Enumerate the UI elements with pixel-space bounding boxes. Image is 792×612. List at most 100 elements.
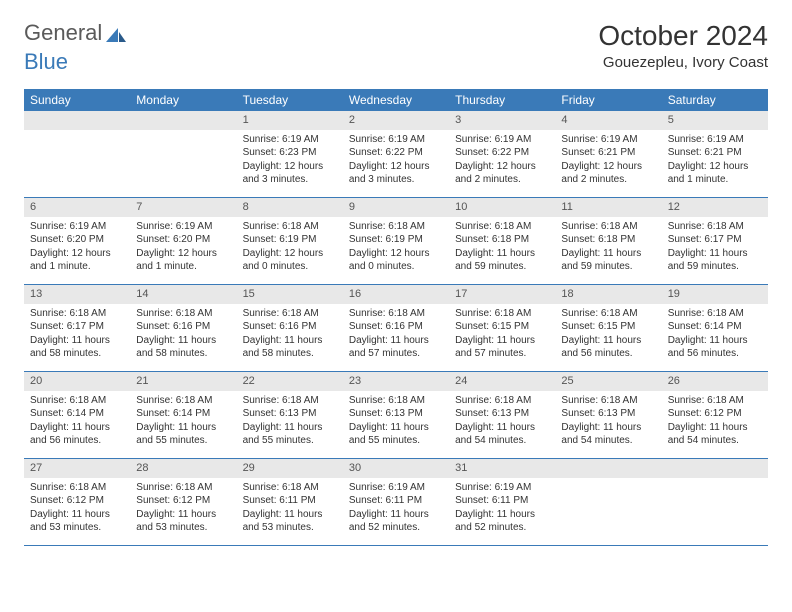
daylight-line: Daylight: 11 hours and 59 minutes. (668, 247, 762, 274)
sunset-line: Sunset: 6:20 PM (30, 233, 124, 247)
sunrise-line: Sunrise: 6:18 AM (349, 394, 443, 408)
sunrise-line: Sunrise: 6:18 AM (455, 394, 549, 408)
day-cell-empty (130, 111, 236, 197)
day-cell: 30Sunrise: 6:19 AMSunset: 6:11 PMDayligh… (343, 459, 449, 545)
sunrise-line: Sunrise: 6:19 AM (349, 481, 443, 495)
weekday-monday: Monday (130, 89, 236, 111)
day-body: Sunrise: 6:18 AMSunset: 6:11 PMDaylight:… (237, 478, 343, 541)
day-number: 19 (662, 285, 768, 304)
sunset-line: Sunset: 6:11 PM (455, 494, 549, 508)
day-cell: 28Sunrise: 6:18 AMSunset: 6:12 PMDayligh… (130, 459, 236, 545)
daylight-line: Daylight: 12 hours and 3 minutes. (243, 160, 337, 187)
daylight-line: Daylight: 11 hours and 58 minutes. (136, 334, 230, 361)
day-number: 3 (449, 111, 555, 130)
sunrise-line: Sunrise: 6:18 AM (561, 220, 655, 234)
week-row: 27Sunrise: 6:18 AMSunset: 6:12 PMDayligh… (24, 459, 768, 546)
location: Gouezepleu, Ivory Coast (598, 54, 768, 71)
day-cell: 6Sunrise: 6:19 AMSunset: 6:20 PMDaylight… (24, 198, 130, 284)
sunset-line: Sunset: 6:16 PM (243, 320, 337, 334)
sunset-line: Sunset: 6:23 PM (243, 146, 337, 160)
daylight-line: Daylight: 11 hours and 53 minutes. (136, 508, 230, 535)
calendar: SundayMondayTuesdayWednesdayThursdayFrid… (24, 89, 768, 546)
week-row: 1Sunrise: 6:19 AMSunset: 6:23 PMDaylight… (24, 111, 768, 198)
day-cell: 8Sunrise: 6:18 AMSunset: 6:19 PMDaylight… (237, 198, 343, 284)
daylight-line: Daylight: 11 hours and 54 minutes. (455, 421, 549, 448)
daylight-line: Daylight: 11 hours and 55 minutes. (349, 421, 443, 448)
sunrise-line: Sunrise: 6:18 AM (668, 220, 762, 234)
sunrise-line: Sunrise: 6:18 AM (30, 307, 124, 321)
daylight-line: Daylight: 11 hours and 58 minutes. (30, 334, 124, 361)
daylight-line: Daylight: 11 hours and 52 minutes. (349, 508, 443, 535)
sunrise-line: Sunrise: 6:18 AM (136, 307, 230, 321)
sunrise-line: Sunrise: 6:18 AM (30, 394, 124, 408)
sunset-line: Sunset: 6:19 PM (243, 233, 337, 247)
day-body: Sunrise: 6:19 AMSunset: 6:20 PMDaylight:… (24, 217, 130, 280)
day-cell: 5Sunrise: 6:19 AMSunset: 6:21 PMDaylight… (662, 111, 768, 197)
calendar-page: General October 2024 Gouezepleu, Ivory C… (0, 0, 792, 566)
daylight-line: Daylight: 11 hours and 55 minutes. (136, 421, 230, 448)
day-body: Sunrise: 6:19 AMSunset: 6:22 PMDaylight:… (343, 130, 449, 193)
day-number: 13 (24, 285, 130, 304)
day-number: 5 (662, 111, 768, 130)
day-body: Sunrise: 6:18 AMSunset: 6:17 PMDaylight:… (662, 217, 768, 280)
day-number: 31 (449, 459, 555, 478)
day-number: 4 (555, 111, 661, 130)
daylight-line: Daylight: 12 hours and 1 minute. (136, 247, 230, 274)
sunrise-line: Sunrise: 6:19 AM (243, 133, 337, 147)
weekday-sunday: Sunday (24, 89, 130, 111)
logo-sail-icon (104, 24, 128, 42)
day-number: 6 (24, 198, 130, 217)
day-cell: 24Sunrise: 6:18 AMSunset: 6:13 PMDayligh… (449, 372, 555, 458)
sunset-line: Sunset: 6:13 PM (349, 407, 443, 421)
day-number: 7 (130, 198, 236, 217)
sunset-line: Sunset: 6:12 PM (30, 494, 124, 508)
day-number: 15 (237, 285, 343, 304)
title-block: October 2024 Gouezepleu, Ivory Coast (598, 20, 768, 71)
day-body: Sunrise: 6:18 AMSunset: 6:14 PMDaylight:… (662, 304, 768, 367)
day-cell: 12Sunrise: 6:18 AMSunset: 6:17 PMDayligh… (662, 198, 768, 284)
day-number-empty (24, 111, 130, 130)
day-cell: 10Sunrise: 6:18 AMSunset: 6:18 PMDayligh… (449, 198, 555, 284)
day-body: Sunrise: 6:18 AMSunset: 6:14 PMDaylight:… (130, 391, 236, 454)
day-number-empty (555, 459, 661, 478)
sunrise-line: Sunrise: 6:18 AM (243, 307, 337, 321)
day-number: 9 (343, 198, 449, 217)
sunset-line: Sunset: 6:13 PM (243, 407, 337, 421)
sunrise-line: Sunrise: 6:18 AM (349, 220, 443, 234)
day-body: Sunrise: 6:19 AMSunset: 6:21 PMDaylight:… (662, 130, 768, 193)
week-row: 20Sunrise: 6:18 AMSunset: 6:14 PMDayligh… (24, 372, 768, 459)
day-number: 14 (130, 285, 236, 304)
day-body: Sunrise: 6:18 AMSunset: 6:14 PMDaylight:… (24, 391, 130, 454)
sunset-line: Sunset: 6:16 PM (349, 320, 443, 334)
sunset-line: Sunset: 6:15 PM (455, 320, 549, 334)
weekday-tuesday: Tuesday (237, 89, 343, 111)
day-body: Sunrise: 6:18 AMSunset: 6:12 PMDaylight:… (662, 391, 768, 454)
sunset-line: Sunset: 6:22 PM (349, 146, 443, 160)
daylight-line: Daylight: 11 hours and 59 minutes. (561, 247, 655, 274)
day-body: Sunrise: 6:18 AMSunset: 6:13 PMDaylight:… (237, 391, 343, 454)
day-number: 12 (662, 198, 768, 217)
day-body: Sunrise: 6:18 AMSunset: 6:17 PMDaylight:… (24, 304, 130, 367)
daylight-line: Daylight: 12 hours and 1 minute. (30, 247, 124, 274)
sunset-line: Sunset: 6:21 PM (561, 146, 655, 160)
sunrise-line: Sunrise: 6:19 AM (349, 133, 443, 147)
day-body: Sunrise: 6:19 AMSunset: 6:11 PMDaylight:… (449, 478, 555, 541)
day-number: 24 (449, 372, 555, 391)
sunset-line: Sunset: 6:17 PM (668, 233, 762, 247)
day-body: Sunrise: 6:18 AMSunset: 6:16 PMDaylight:… (237, 304, 343, 367)
day-cell: 25Sunrise: 6:18 AMSunset: 6:13 PMDayligh… (555, 372, 661, 458)
day-body: Sunrise: 6:18 AMSunset: 6:19 PMDaylight:… (343, 217, 449, 280)
day-number: 18 (555, 285, 661, 304)
day-cell: 9Sunrise: 6:18 AMSunset: 6:19 PMDaylight… (343, 198, 449, 284)
sunset-line: Sunset: 6:14 PM (30, 407, 124, 421)
daylight-line: Daylight: 11 hours and 52 minutes. (455, 508, 549, 535)
day-number: 16 (343, 285, 449, 304)
day-cell: 16Sunrise: 6:18 AMSunset: 6:16 PMDayligh… (343, 285, 449, 371)
daylight-line: Daylight: 11 hours and 54 minutes. (668, 421, 762, 448)
day-number: 21 (130, 372, 236, 391)
weekday-saturday: Saturday (662, 89, 768, 111)
day-cell: 1Sunrise: 6:19 AMSunset: 6:23 PMDaylight… (237, 111, 343, 197)
sunrise-line: Sunrise: 6:18 AM (668, 307, 762, 321)
day-cell: 17Sunrise: 6:18 AMSunset: 6:15 PMDayligh… (449, 285, 555, 371)
day-cell-empty (24, 111, 130, 197)
